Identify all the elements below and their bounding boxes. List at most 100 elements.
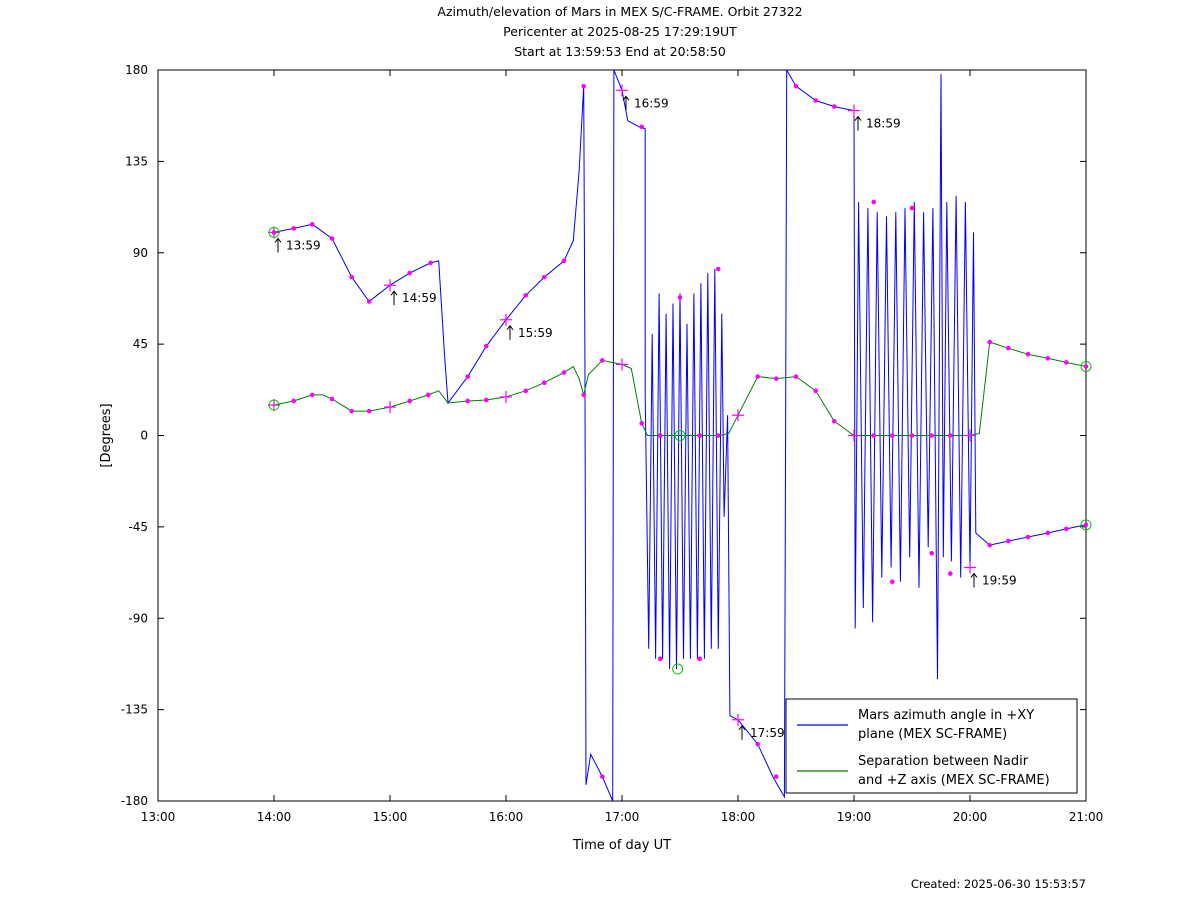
data-point-marker (831, 418, 837, 424)
data-point-marker (987, 542, 993, 548)
data-point-marker (309, 222, 315, 227)
x-tick-label: 19:00 (837, 810, 872, 824)
data-point-marker (677, 295, 683, 300)
hour-arrow-head (970, 572, 978, 578)
data-point-marker (599, 774, 605, 779)
data-point-marker (581, 83, 587, 89)
data-point-marker (1083, 522, 1089, 528)
data-point-marker (425, 392, 431, 398)
hour-mark-label: 18:59 (866, 117, 901, 131)
hour-mark-label: 16:59 (634, 96, 669, 110)
data-point-marker (366, 299, 372, 304)
data-point-marker (523, 293, 529, 298)
data-point-marker (657, 656, 663, 662)
data-point-marker (793, 83, 799, 89)
data-point-marker (329, 396, 335, 402)
created-timestamp: Created: 2025-06-30 15:53:57 (910, 877, 1086, 891)
data-point-marker (465, 398, 471, 404)
data-point-marker (715, 433, 721, 438)
data-point-marker (697, 433, 703, 438)
hour-arrow-head (622, 95, 630, 101)
legend-label: Mars azimuth angle in +XY (858, 708, 1034, 723)
legend-label: Separation between Nadir (858, 754, 1029, 769)
hour-mark-label: 19:59 (982, 573, 1017, 587)
hour-mark-label: 13:59 (286, 238, 321, 252)
legend: Mars azimuth angle in +XY plane (MEX SC-F… (785, 698, 1078, 794)
data-point-marker (581, 392, 587, 398)
data-point-marker (697, 656, 703, 662)
data-point-marker (657, 433, 663, 438)
data-point-marker (523, 388, 529, 394)
data-point-marker (1045, 356, 1051, 361)
hour-mark-label: 15:59 (518, 326, 553, 340)
event-circle (268, 399, 280, 411)
title-line-1: Azimuth/elevation of Mars in MEX S/C-FRA… (437, 4, 803, 19)
data-point-marker (1063, 360, 1069, 365)
hour-arrow-head (274, 237, 282, 243)
y-tick-label: -180 (121, 794, 148, 808)
legend-box (785, 698, 1078, 794)
data-point-marker (947, 571, 953, 576)
data-point-marker (871, 199, 877, 205)
data-point-marker (889, 433, 895, 438)
y-tick-label: -90 (128, 611, 148, 625)
data-point-marker (291, 226, 297, 231)
x-tick-label: 14:00 (257, 810, 292, 824)
data-point-marker (465, 374, 471, 379)
data-point-marker (1005, 538, 1011, 544)
data-point-marker (407, 398, 413, 404)
data-point-marker (599, 358, 605, 363)
legend-label: plane (MEX SC-FRAME) (858, 727, 1007, 742)
y-axis-label: [Degrees] (99, 403, 114, 467)
data-point-marker (329, 236, 335, 241)
data-point-marker (793, 374, 799, 379)
data-point-marker (909, 433, 915, 438)
data-point-marker (366, 408, 372, 414)
hour-mark-label: 17:59 (750, 726, 785, 740)
data-point-marker (831, 104, 837, 109)
series-line-separation (273, 341, 1086, 436)
data-point-marker (987, 339, 993, 345)
data-point-marker (483, 397, 489, 403)
data-point-marker (1045, 530, 1051, 536)
event-circle (674, 430, 686, 441)
y-tick-label: 0 (140, 429, 148, 443)
series-line-azimuth (273, 70, 1086, 801)
event-circle (268, 226, 280, 238)
event-circle (672, 663, 684, 675)
data-point-marker (639, 421, 645, 426)
data-point-marker (909, 205, 915, 211)
legend-label: and +Z axis (MEX SC-FRAME) (858, 773, 1050, 788)
y-tick-label: 90 (133, 246, 148, 260)
data-point-marker (541, 380, 547, 386)
data-point-marker (1063, 526, 1069, 532)
x-axis-label: Time of day UT (572, 838, 671, 853)
data-point-marker (929, 550, 935, 556)
hour-arrow-head (738, 724, 746, 731)
data-point-marker (349, 274, 355, 280)
data-point-marker (428, 260, 433, 266)
data-point-marker (755, 374, 761, 379)
y-tick-label: -135 (121, 703, 148, 717)
x-tick-label: 13:00 (141, 810, 176, 824)
x-tick-label: 15:00 (373, 810, 408, 824)
data-point-marker (773, 774, 779, 779)
data-point-marker (1005, 345, 1011, 351)
x-tick-label: 18:00 (721, 810, 756, 824)
y-tick-label: 135 (125, 154, 148, 168)
hour-arrow-head (854, 115, 862, 121)
title-line-2: Pericenter at 2025-08-25 17:29:19UT (503, 24, 737, 39)
data-point-marker (407, 270, 413, 276)
data-point-marker (947, 433, 953, 438)
x-tick-label: 20:00 (953, 810, 988, 824)
hour-mark-label: 14:59 (402, 291, 437, 305)
hour-arrow-head (390, 290, 398, 296)
y-tick-label: 180 (125, 63, 148, 77)
x-tick-label: 16:00 (489, 810, 524, 824)
event-circle (1080, 360, 1092, 372)
data-point-marker (541, 274, 547, 280)
data-point-marker (773, 376, 779, 381)
data-point-marker (715, 266, 721, 272)
data-point-marker (1025, 534, 1031, 540)
data-point-marker (349, 408, 355, 414)
